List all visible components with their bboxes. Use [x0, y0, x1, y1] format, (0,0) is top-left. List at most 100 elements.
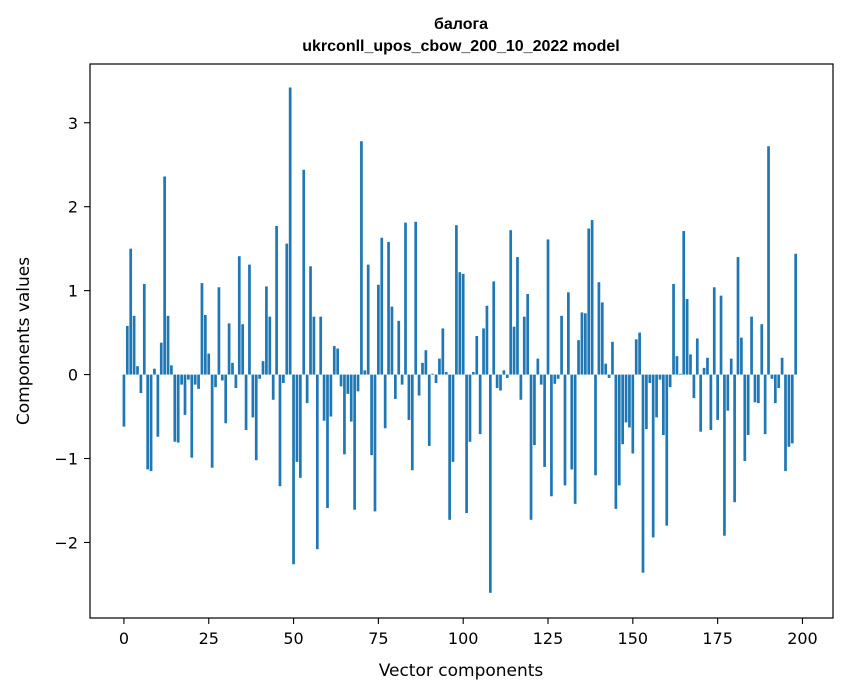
bar-132 — [570, 374, 574, 470]
bar-17 — [180, 374, 183, 385]
bar-44 — [271, 374, 275, 400]
chart-title-line1: балога — [434, 16, 488, 33]
x-axis-label: Vector components — [379, 661, 544, 681]
x-tick-label: 150 — [618, 629, 649, 648]
bar-59 — [322, 374, 326, 421]
x-axis-ticks: 0 25 50 75 100 125 150 175 200 — [119, 618, 818, 648]
bar-62 — [332, 346, 336, 375]
bar-167 — [689, 354, 692, 375]
bar-139 — [594, 374, 597, 476]
bar-166 — [685, 299, 689, 375]
bar-38 — [251, 374, 255, 418]
bar-159 — [662, 374, 665, 436]
bars-group — [122, 87, 798, 593]
bar-188 — [760, 324, 764, 375]
bar-179 — [729, 358, 733, 375]
bar-35 — [241, 324, 245, 375]
bar-146 — [617, 374, 621, 486]
bar-40 — [258, 374, 261, 379]
bar-141 — [600, 302, 604, 375]
y-axis-ticks: −2 −1 0 1 2 3 — [54, 114, 90, 552]
bar-125 — [546, 239, 550, 375]
bar-73 — [370, 374, 373, 456]
bar-84 — [407, 374, 411, 420]
bar-36 — [244, 374, 248, 430]
bar-24 — [203, 314, 207, 375]
bar-43 — [268, 316, 272, 375]
bar-134 — [577, 340, 580, 375]
bar-50 — [292, 374, 295, 565]
bar-193 — [777, 374, 781, 389]
bar-65 — [343, 374, 346, 455]
bar-157 — [655, 374, 658, 418]
bar-9 — [153, 368, 156, 375]
bar-116 — [516, 257, 519, 375]
bar-26 — [210, 374, 214, 468]
bar-192 — [773, 374, 777, 404]
x-tick-label: 75 — [368, 629, 388, 648]
bar-158 — [658, 374, 662, 380]
bar-147 — [621, 374, 625, 445]
y-tick-label: −2 — [54, 533, 78, 552]
bar-90 — [427, 374, 431, 446]
bar-67 — [349, 374, 353, 422]
bar-79 — [390, 306, 394, 375]
bar-14 — [170, 365, 173, 375]
bar-109 — [492, 281, 496, 375]
bar-49 — [288, 87, 292, 375]
y-tick-label: 2 — [68, 198, 78, 217]
bar-104 — [475, 335, 479, 375]
bar-10 — [156, 374, 160, 437]
bar-93 — [438, 358, 441, 375]
bar-136 — [583, 313, 587, 375]
x-tick-label: 175 — [702, 629, 733, 648]
bar-143 — [607, 374, 611, 378]
bar-22 — [197, 374, 200, 389]
bar-120 — [529, 374, 533, 520]
bar-4 — [136, 366, 139, 375]
bar-100 — [461, 273, 465, 375]
bar-173 — [709, 374, 713, 430]
bar-148 — [624, 374, 628, 423]
bar-34 — [237, 256, 241, 375]
bar-174 — [712, 287, 716, 375]
chart-title-line2: ukrconll_upos_cbow_200_10_2022 model — [302, 38, 619, 55]
bar-172 — [706, 357, 709, 375]
bar-18 — [183, 374, 187, 415]
bar-163 — [675, 356, 679, 375]
bar-74 — [373, 374, 377, 512]
bar-156 — [651, 374, 655, 538]
bar-106 — [482, 328, 485, 375]
bar-5 — [139, 374, 143, 394]
bar-39 — [254, 374, 258, 461]
bar-153 — [641, 374, 645, 573]
bar-145 — [614, 374, 618, 509]
bar-171 — [702, 367, 706, 375]
bar-151 — [634, 339, 638, 375]
bar-12 — [163, 176, 166, 375]
bar-70 — [360, 141, 363, 375]
plot-frame — [89, 63, 834, 619]
bar-198 — [794, 253, 798, 375]
bar-27 — [214, 374, 217, 388]
bar-77 — [383, 374, 387, 429]
bar-105 — [478, 374, 482, 435]
bar-85 — [410, 374, 414, 471]
x-tick-label: 125 — [533, 629, 564, 648]
bar-110 — [495, 374, 499, 389]
bar-15 — [173, 374, 177, 442]
bar-37 — [248, 264, 251, 375]
bar-83 — [404, 222, 407, 375]
bar-63 — [336, 348, 340, 375]
bar-186 — [753, 374, 757, 403]
bar-107 — [485, 305, 489, 375]
bar-137 — [587, 228, 591, 375]
bar-53 — [302, 169, 306, 375]
bar-52 — [298, 374, 302, 478]
bar-162 — [672, 283, 675, 375]
y-axis-label: Components values — [14, 257, 34, 425]
bar-121 — [533, 374, 536, 446]
bar-45 — [275, 226, 278, 375]
bar-32 — [231, 362, 234, 375]
bar-88 — [421, 362, 424, 375]
